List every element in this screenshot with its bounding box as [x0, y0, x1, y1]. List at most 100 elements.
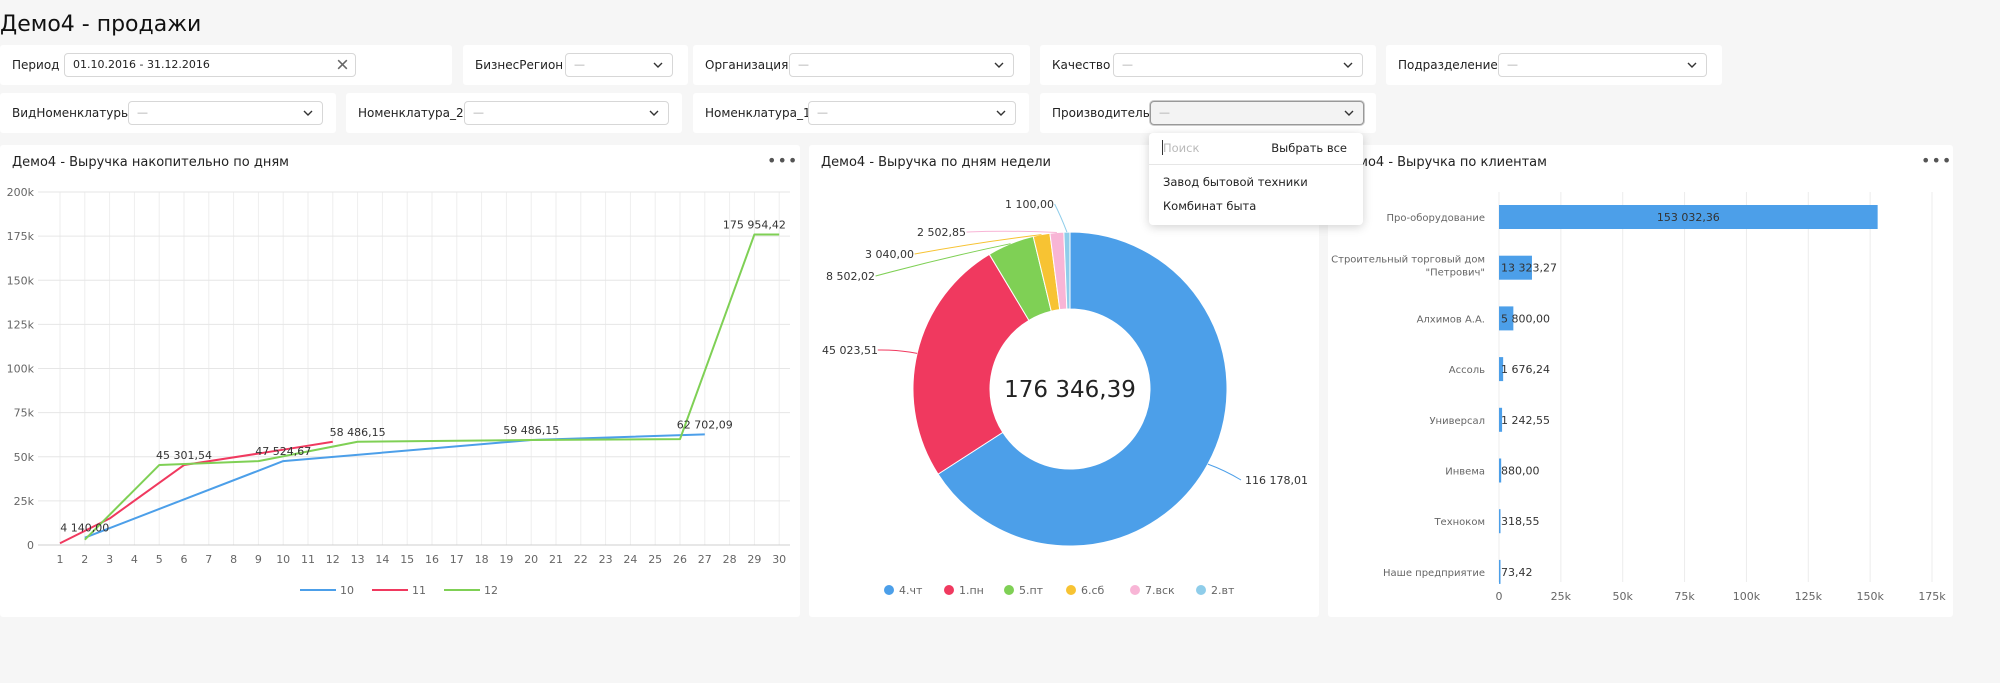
x-tick-label: 3	[106, 553, 113, 566]
manufacturer-value: —	[1159, 106, 1170, 119]
x-tick-label: 150k	[1856, 590, 1884, 603]
category-label: Ассоль	[1449, 365, 1485, 376]
donut-chart: 116 178,01 45 023,51 8 502,02 3 040,002 502…	[822, 198, 1308, 597]
slice-label: 1 100,00	[1005, 198, 1054, 211]
x-tick-label: 29	[747, 553, 761, 566]
legend-label: 10	[340, 584, 354, 597]
nomenclature-1-select[interactable]: —	[808, 101, 1016, 125]
division-select[interactable]: —	[1498, 53, 1707, 77]
filter-nomenclature-1: Номенклатура_1 —	[693, 93, 1029, 133]
x-tick-label: 0	[1496, 590, 1503, 603]
chevron-down-icon	[303, 110, 313, 116]
chevron-down-icon	[996, 110, 1006, 116]
select-all-button[interactable]: Выбрать все	[1271, 141, 1347, 155]
more-dots-icon[interactable]: •••	[1921, 151, 1953, 170]
slice-label: 116 178,01	[1245, 474, 1308, 487]
dropdown-option[interactable]: Завод бытовой техники	[1163, 175, 1308, 189]
data-label: 175 954,42	[723, 218, 786, 231]
x-tick-label: 125k	[1795, 590, 1823, 603]
filter-quality: Качество —	[1040, 45, 1376, 85]
chevron-down-icon	[1344, 110, 1354, 116]
data-label: 47 524,67	[255, 445, 311, 458]
nomenclature-2-select[interactable]: —	[464, 101, 669, 125]
nomenclature-1-value: —	[817, 106, 828, 119]
x-tick-label: 28	[723, 553, 737, 566]
filter-business-region-label: БизнесРегион	[475, 58, 564, 72]
x-tick-label: 7	[205, 553, 212, 566]
category-label: Алхимов А.А.	[1417, 314, 1485, 325]
organization-value: —	[798, 58, 809, 71]
x-tick-label: 8	[230, 553, 237, 566]
business-region-select[interactable]: —	[565, 53, 673, 77]
x-tick-label: 30	[772, 553, 786, 566]
x-tick-label: 10	[276, 553, 290, 566]
series-line-12	[84, 233, 780, 541]
x-tick-label: 26	[673, 553, 687, 566]
quality-select[interactable]: —	[1113, 53, 1363, 77]
x-tick-label: 12	[326, 553, 340, 566]
data-label: 58 486,15	[330, 426, 386, 439]
x-tick-label: 19	[499, 553, 513, 566]
bar-value-label: 1 676,24	[1501, 363, 1550, 376]
data-label: 45 301,54	[156, 449, 212, 462]
legend-swatch	[884, 585, 894, 595]
chevron-down-icon	[994, 62, 1004, 68]
slice-leader-line	[1054, 203, 1068, 233]
legend-swatch	[944, 585, 954, 595]
x-tick-label: 22	[574, 553, 588, 566]
chevron-down-icon	[653, 62, 663, 68]
pie-slice-1.пн	[912, 253, 1030, 475]
filter-nomenclature-2-label: Номенклатура_2	[358, 106, 464, 120]
slice-leader-line	[966, 230, 1057, 234]
bar	[1499, 255, 1532, 280]
more-dots-icon[interactable]: •••	[767, 151, 799, 170]
bar-value-label: 153 032,36	[1657, 211, 1720, 224]
y-tick-label: 200k	[7, 186, 35, 199]
manufacturer-select[interactable]: —	[1150, 101, 1364, 125]
chevron-down-icon	[1343, 62, 1353, 68]
category-label: Универсал	[1429, 416, 1485, 427]
period-input[interactable]: 01.10.2016 - 31.12.2016	[64, 53, 356, 77]
x-tick-label: 9	[255, 553, 262, 566]
x-tick-label: 175k	[1918, 590, 1946, 603]
data-label: 62 702,09	[677, 418, 733, 431]
pie-slice-4.чт	[937, 231, 1228, 547]
series-line-10	[84, 433, 705, 539]
nomenclature-type-select[interactable]: —	[128, 101, 323, 125]
bar	[1499, 458, 1502, 483]
nomenclature-2-value: —	[473, 106, 484, 119]
category-label: Техноком	[1433, 517, 1485, 528]
slice-label: 3 040,00	[865, 248, 914, 261]
x-tick-label: 15	[400, 553, 414, 566]
category-label: Строительный торговый дом	[1331, 255, 1485, 266]
division-value: —	[1507, 58, 1518, 71]
category-label: Про-оборудование	[1386, 213, 1485, 224]
filter-manufacturer: Производитель —	[1040, 93, 1376, 133]
legend-label: 5.пт	[1019, 584, 1044, 597]
x-tick-label: 5	[156, 553, 163, 566]
y-tick-label: 125k	[7, 318, 35, 331]
close-icon[interactable]	[336, 58, 349, 71]
quality-value: —	[1122, 58, 1133, 71]
x-tick-label: 23	[599, 553, 613, 566]
line-chart-panel: Демо4 - Выручка накопительно по дням •••…	[0, 145, 800, 617]
donut-chart-title: Демо4 - Выручка по дням недели	[821, 155, 1051, 170]
bar	[1499, 509, 1501, 534]
filter-nomenclature-1-label: Номенклатура_1	[705, 106, 811, 120]
bar	[1499, 306, 1514, 331]
legend-swatch	[1004, 585, 1014, 595]
x-tick-label: 6	[181, 553, 188, 566]
organization-select[interactable]: —	[789, 53, 1014, 77]
x-tick-label: 1	[57, 553, 64, 566]
dropdown-option[interactable]: Комбинат быта	[1163, 199, 1257, 213]
dropdown-search-input[interactable]: Поиск	[1163, 141, 1200, 155]
bar-value-label: 73,42	[1501, 566, 1533, 579]
period-value: 01.10.2016 - 31.12.2016	[73, 58, 210, 71]
legend-label: 2.вт	[1211, 584, 1235, 597]
x-tick-label: 17	[450, 553, 464, 566]
page-title: Демо4 - продажи	[0, 12, 202, 37]
category-label: Инвема	[1445, 467, 1485, 478]
bar-value-label: 13 323,27	[1501, 262, 1557, 275]
x-tick-label: 16	[425, 553, 439, 566]
slice-leader-line	[877, 349, 918, 354]
